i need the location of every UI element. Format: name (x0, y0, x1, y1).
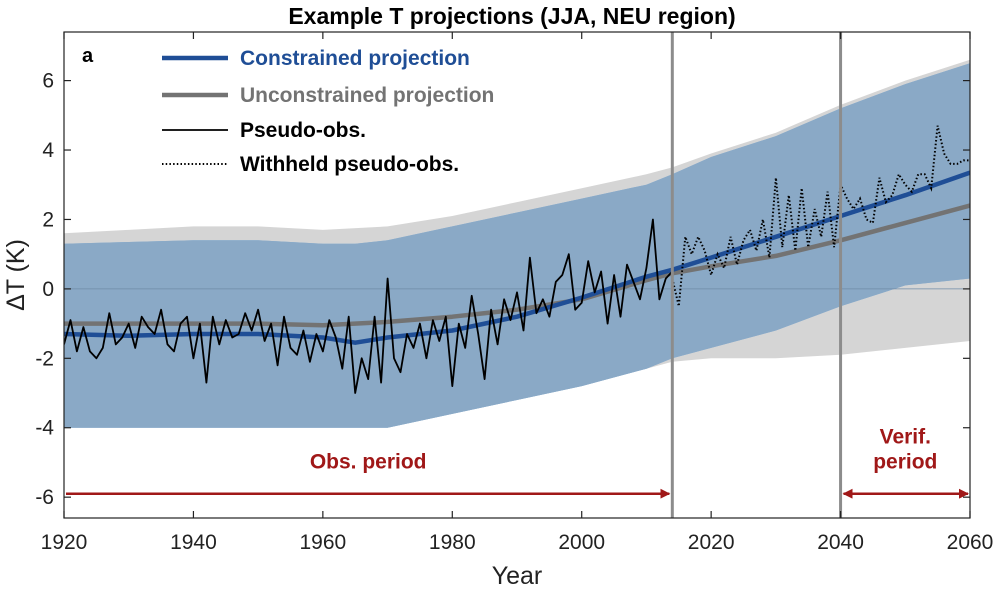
legend-label-1: Unconstrained projection (240, 84, 494, 107)
legend-label-3: Withheld pseudo-obs. (240, 153, 459, 176)
x-tick-label: 2020 (688, 531, 735, 554)
panel-label: a (82, 45, 94, 67)
chart-title: Example T projections (JJA, NEU region) (288, 3, 735, 29)
y-tick-label: 6 (42, 70, 54, 93)
withheld-pseudo-obs-line (671, 125, 970, 307)
axes-frame (63, 31, 971, 519)
x-tick-label: 1940 (170, 531, 217, 554)
x-tick-label: 1980 (429, 531, 476, 554)
x-tick-label: 2060 (947, 531, 994, 554)
legend: Constrained projection Unconstrained proj… (162, 47, 494, 176)
overlap-band (64, 63, 970, 428)
y-tick-label: 4 (42, 139, 54, 162)
plot-area: Obs. period Verif.period (64, 32, 970, 518)
x-tick-label: 2040 (817, 531, 864, 554)
x-tick-label: 1960 (299, 531, 346, 554)
legend-label-0: Constrained projection (240, 47, 470, 70)
x-tick-label: 1920 (41, 531, 88, 554)
y-tick-label: -2 (35, 347, 54, 370)
legend-label-2: Pseudo-obs. (240, 119, 366, 142)
plot-content (64, 59, 970, 428)
y-tick-label: -6 (35, 486, 54, 509)
y-axis-label: ΔT (K) (2, 239, 30, 311)
pseudo-obs-line (64, 218, 673, 394)
obs-period-label: Obs. period (310, 451, 427, 474)
x-axis-label: Year (492, 562, 543, 590)
y-tick-label: -4 (35, 417, 54, 440)
verif-period-label-line1: Verif. (880, 426, 931, 449)
y-tick-label: 0 (42, 278, 54, 301)
axes: 1920 1940 1960 1980 2000 2020 2040 2060 -6 -4 -2 0 2… (2, 31, 994, 590)
y-tick-label: 2 (42, 208, 54, 231)
x-tick-label: 2000 (558, 531, 605, 554)
verif-period-label-line2: period (873, 451, 937, 474)
